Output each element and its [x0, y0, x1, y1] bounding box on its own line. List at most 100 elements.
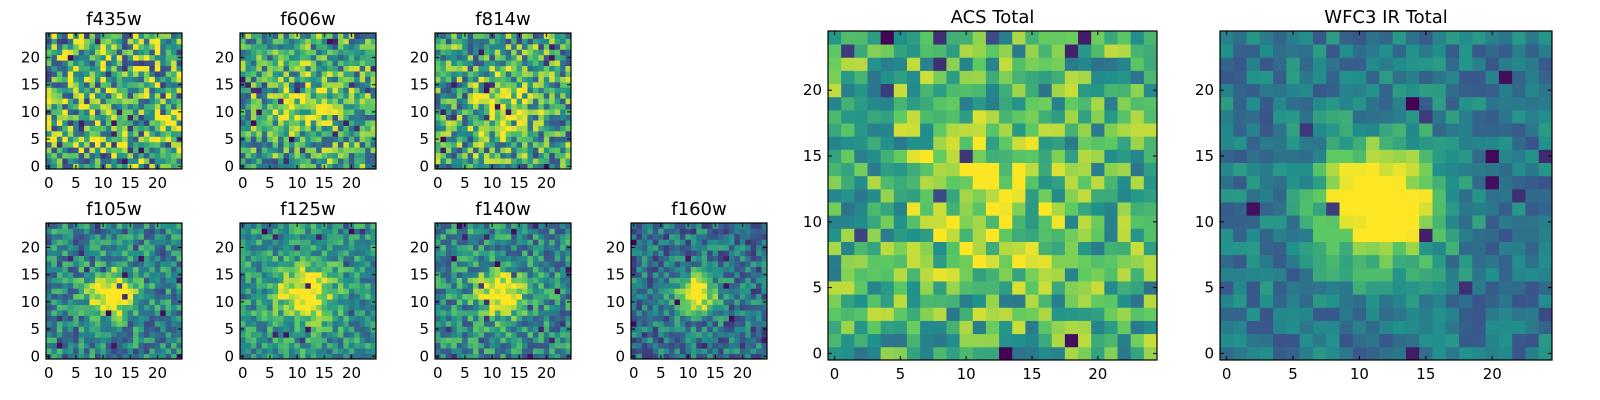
heatmap-cell	[327, 152, 333, 159]
heatmap-cell	[299, 315, 306, 322]
heatmap-cell	[462, 239, 469, 246]
heatmap-cell	[133, 304, 139, 311]
heatmap-cell	[100, 255, 107, 262]
heatmap-cell	[440, 233, 447, 240]
heatmap-cell	[712, 310, 719, 316]
heatmap-cell	[73, 255, 80, 262]
heatmap-cell	[647, 299, 654, 305]
heatmap-cell	[305, 98, 312, 105]
heatmap-cell	[288, 109, 295, 115]
heatmap-cell	[641, 315, 648, 322]
heatmap-cell	[171, 81, 177, 88]
heatmap-cell	[105, 130, 112, 137]
heatmap-cell	[522, 337, 528, 344]
heatmap-cell	[473, 261, 479, 267]
heatmap-cell	[1064, 307, 1079, 321]
heatmap-cell	[327, 277, 333, 284]
heatmap-cell	[718, 304, 724, 311]
heatmap-cell	[154, 326, 161, 333]
heatmap-cell	[641, 282, 648, 289]
heatmap-cell	[133, 266, 139, 273]
heatmap-cell	[440, 54, 447, 61]
heatmap-cell	[250, 315, 257, 322]
heatmap-cell	[288, 250, 295, 257]
heatmap-cell	[549, 103, 556, 110]
heatmap-cell	[489, 158, 496, 164]
heatmap-cell	[554, 233, 561, 240]
heatmap-cell	[445, 92, 452, 99]
heatmap-cell	[522, 130, 528, 137]
heatmap-cell	[310, 76, 317, 83]
heatmap-cell	[332, 271, 339, 278]
heatmap-cell	[305, 43, 312, 50]
heatmap-cell	[278, 125, 284, 132]
heatmap-cell	[1051, 333, 1066, 348]
heatmap-cell	[332, 288, 339, 295]
heatmap-cell	[316, 141, 322, 148]
heatmap-cell	[728, 282, 735, 289]
heatmap-cell	[516, 255, 523, 262]
heatmap-cell	[445, 331, 452, 338]
heatmap-cell	[84, 233, 90, 240]
heatmap-cell	[933, 346, 947, 361]
heatmap-cell	[56, 49, 63, 56]
heatmap-cell	[972, 241, 987, 256]
heatmap-cell	[111, 43, 118, 50]
heatmap-cell	[1025, 294, 1039, 308]
heatmap-cell	[316, 49, 322, 56]
heatmap-cell	[920, 346, 934, 361]
heatmap-cell	[972, 228, 987, 242]
heatmap-cell	[522, 120, 528, 126]
heatmap-cell	[327, 109, 333, 115]
heatmap-cell	[679, 288, 686, 295]
heatmap-cell	[854, 320, 868, 335]
heatmap-cell	[1025, 228, 1039, 242]
heatmap-cell	[462, 92, 469, 99]
heatmap-cell	[278, 98, 284, 105]
heatmap-cell	[62, 331, 69, 338]
heatmap-cell	[245, 120, 252, 126]
heatmap-cell	[435, 310, 441, 316]
heatmap-cell	[445, 87, 452, 94]
heatmap-cell	[739, 261, 746, 267]
heatmap-cell	[160, 282, 167, 289]
heatmap-cell	[143, 54, 150, 61]
heatmap-cell	[288, 342, 295, 349]
heatmap-cell	[62, 353, 69, 360]
heatmap-cell	[478, 114, 485, 121]
heatmap-cell	[750, 288, 757, 295]
heatmap-cell	[467, 277, 474, 284]
heatmap-cell	[641, 239, 648, 246]
heatmap-cell	[256, 43, 263, 50]
heatmap-cell	[143, 120, 150, 126]
heatmap-cell	[245, 130, 252, 137]
heatmap-cell	[56, 136, 63, 143]
heatmap-cell	[478, 71, 485, 77]
heatmap-cell	[310, 81, 317, 88]
heatmap-cell	[73, 271, 80, 278]
heatmap-cell	[1091, 162, 1105, 177]
heatmap-cell	[245, 342, 252, 349]
heatmap-cell	[321, 71, 328, 77]
heatmap-cell	[1078, 241, 1092, 256]
y-tick-label: 15	[215, 76, 234, 94]
heatmap-cell	[690, 326, 697, 333]
heatmap-cell	[299, 49, 306, 56]
heatmap-cell	[549, 120, 556, 126]
heatmap-cell	[456, 158, 463, 164]
heatmap-cell	[538, 228, 545, 235]
heatmap-cell	[522, 288, 528, 295]
heatmap-cell	[494, 65, 501, 72]
heatmap-cell	[500, 65, 507, 72]
heatmap-cell	[89, 244, 96, 251]
heatmap-cell	[718, 310, 724, 316]
heatmap-cell	[143, 326, 150, 333]
heatmap-cell	[669, 337, 675, 344]
heatmap-cell	[116, 304, 123, 311]
heatmap-cell	[240, 65, 246, 72]
heatmap-cell	[56, 120, 63, 126]
heatmap-cell	[348, 38, 355, 45]
heatmap-cell	[294, 109, 301, 115]
heatmap-cell	[527, 158, 534, 164]
heatmap-cell	[56, 33, 63, 39]
